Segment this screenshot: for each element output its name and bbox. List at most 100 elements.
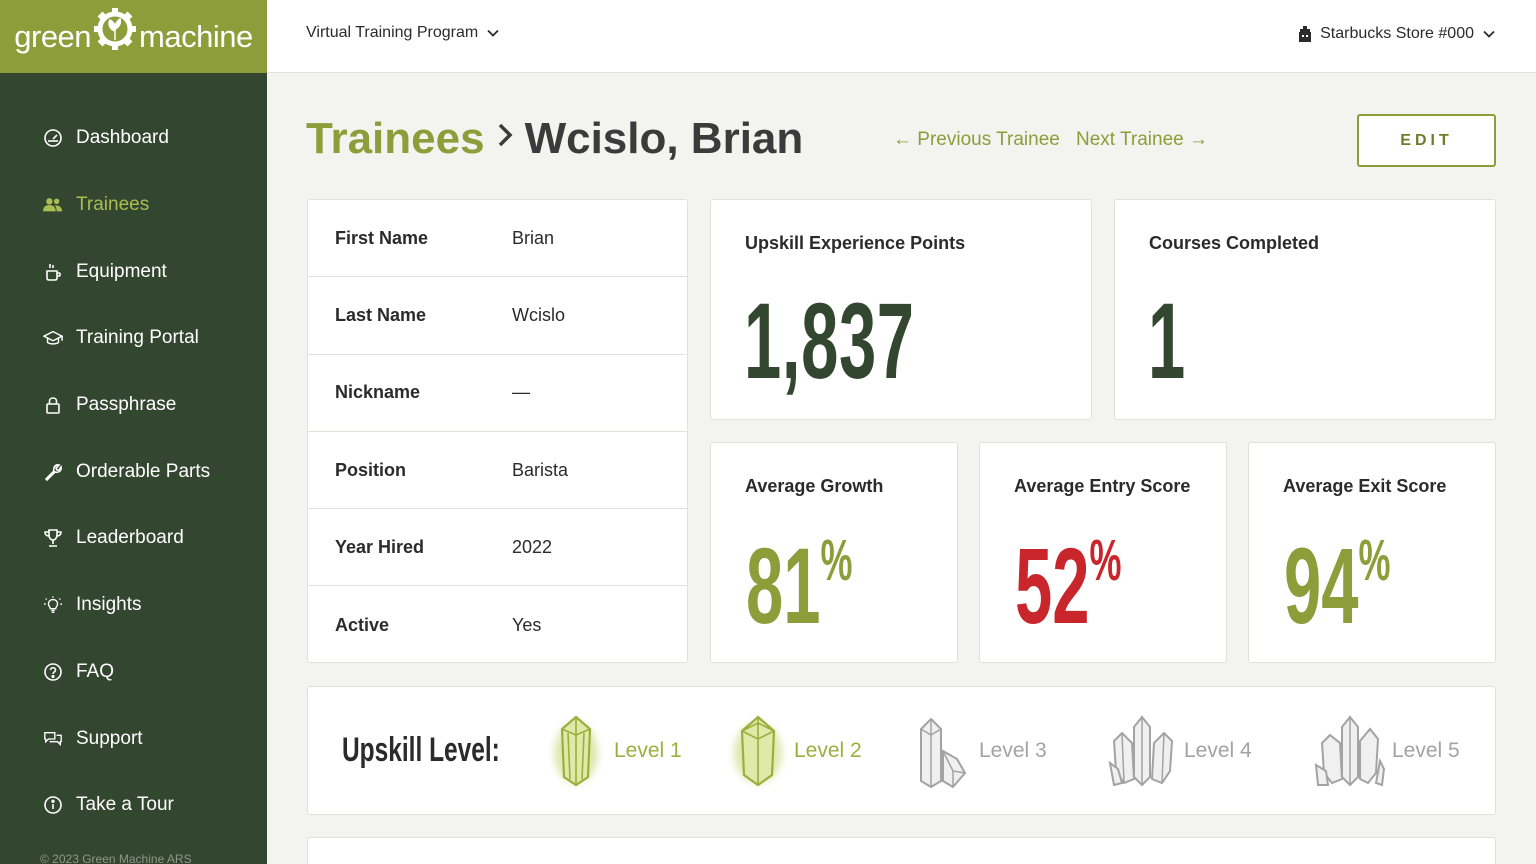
coffee-machine-icon: [40, 261, 66, 283]
sidebar-item-label: Support: [76, 727, 143, 749]
level-1-badge[interactable]: Level 1: [548, 707, 682, 795]
chevron-down-icon: [1483, 30, 1495, 38]
card-title: Upskill Experience Points: [745, 233, 966, 253]
lock-icon: [40, 394, 66, 416]
sidebar-item-equipment[interactable]: Equipment: [0, 238, 267, 305]
trophy-icon: [40, 527, 66, 549]
level-label: Level 3: [979, 739, 1047, 762]
gear-leaf-icon: [93, 7, 137, 51]
info-row-last-name: Last Name Wcislo: [308, 277, 687, 355]
percent-number: 81: [746, 525, 821, 646]
level-3-badge[interactable]: Level 3: [913, 707, 1047, 795]
chevron-down-icon: [487, 29, 499, 37]
edit-button[interactable]: EDIT: [1357, 114, 1496, 167]
info-icon: [40, 794, 66, 816]
card-title: Average Exit Score: [1283, 476, 1447, 496]
sidebar-item-label: Take a Tour: [76, 794, 174, 816]
average-entry-score-card: Average Entry Score 52%: [979, 442, 1227, 663]
sidebar-item-label: FAQ: [76, 660, 115, 682]
sidebar-item-passphrase[interactable]: Passphrase: [0, 372, 267, 439]
sidebar-nav: Dashboard Trainees Equipment Training Po…: [0, 105, 267, 839]
info-value: Wcislo: [512, 304, 565, 325]
card-title: Average Entry Score: [1014, 476, 1191, 496]
store-label: Starbucks Store #000: [1320, 25, 1474, 42]
info-row-position: Position Barista: [308, 432, 687, 510]
level-2-badge[interactable]: Level 2: [728, 707, 862, 795]
info-label: Last Name: [335, 304, 427, 325]
card-title: Courses Completed: [1149, 233, 1320, 253]
chat-icon: [40, 728, 66, 750]
sidebar-item-orderable-parts[interactable]: Orderable Parts: [0, 438, 267, 505]
average-exit-score-card: Average Exit Score 94%: [1248, 442, 1496, 663]
next-trainee-link[interactable]: Next Trainee →: [1076, 129, 1208, 150]
breadcrumb: Trainees Wcislo, Brian: [306, 114, 803, 164]
page-title: Wcislo, Brian: [524, 114, 804, 163]
sidebar-item-dashboard[interactable]: Dashboard: [0, 105, 267, 172]
sidebar-item-label: Training Portal: [76, 327, 199, 349]
dashboard-icon: [40, 127, 66, 149]
store-selector[interactable]: Starbucks Store #000: [1297, 25, 1496, 43]
info-label: First Name: [335, 227, 429, 248]
average-exit-score-value: 94%: [1284, 523, 1390, 648]
sidebar-item-leaderboard[interactable]: Leaderboard: [0, 505, 267, 572]
info-value: Brian: [512, 227, 555, 248]
percent-number: 52: [1015, 525, 1090, 646]
upskill-level-title: Upskill Level:: [342, 731, 500, 769]
sidebar-item-take-a-tour[interactable]: Take a Tour: [0, 772, 267, 839]
sidebar-item-label: Trainees: [76, 194, 150, 216]
crystal-icon: [1108, 715, 1174, 787]
info-label: Active: [335, 614, 390, 635]
crystal-icon: [1314, 715, 1386, 787]
crystal-icon: [554, 715, 598, 787]
logo[interactable]: green machine: [0, 0, 267, 73]
chevron-right-icon: [497, 122, 513, 156]
average-growth-card: Average Growth 81%: [710, 442, 958, 663]
level-4-badge[interactable]: Level 4: [1108, 707, 1252, 795]
users-icon: [40, 194, 66, 216]
question-icon: [40, 661, 66, 683]
copyright: © 2023 Green Machine ARS: [40, 852, 192, 864]
info-label: Year Hired: [335, 536, 425, 557]
percent-sign: %: [1358, 528, 1391, 593]
sidebar-item-support[interactable]: Support: [0, 705, 267, 772]
average-growth-value: 81%: [746, 523, 852, 648]
info-value: Barista: [512, 459, 569, 480]
sidebar-item-training-portal[interactable]: Training Portal: [0, 305, 267, 372]
logo-text-left: green: [14, 18, 92, 54]
upskill-level-bar: Upskill Level: Level 1 Level 2 Level 3: [307, 686, 1496, 815]
average-entry-score-value: 52%: [1015, 523, 1121, 648]
info-row-year-hired: Year Hired 2022: [308, 509, 687, 587]
sidebar-item-label: Equipment: [76, 260, 167, 282]
wrench-icon: [40, 461, 66, 483]
level-label: Level 5: [1392, 739, 1460, 762]
logo-text-right: machine: [139, 18, 253, 54]
level-label: Level 4: [1184, 739, 1252, 762]
info-label: Nickname: [335, 382, 421, 403]
previous-trainee-link[interactable]: ← Previous Trainee: [893, 129, 1060, 150]
level-5-badge[interactable]: Level 5: [1314, 707, 1460, 795]
level-label: Level 2: [794, 739, 862, 762]
next-section-card: [307, 837, 1496, 864]
sidebar: green machine Dashboard: [0, 0, 267, 864]
graduation-cap-icon: [40, 327, 66, 349]
info-row-active: Active Yes: [308, 586, 687, 663]
info-value: Yes: [512, 614, 542, 635]
sidebar-item-trainees[interactable]: Trainees: [0, 172, 267, 239]
store-icon: [1299, 26, 1312, 42]
sidebar-item-label: Insights: [76, 594, 142, 616]
sidebar-item-insights[interactable]: Insights: [0, 572, 267, 639]
sidebar-item-label: Orderable Parts: [76, 460, 211, 482]
topbar: Virtual Training Program Starbucks Store…: [267, 0, 1536, 73]
program-selector[interactable]: Virtual Training Program: [306, 24, 500, 42]
info-row-nickname: Nickname —: [308, 355, 687, 432]
trainee-info-table: First Name Brian Last Name Wcislo Nickna…: [307, 199, 688, 663]
breadcrumb-trainees-link[interactable]: Trainees: [306, 114, 485, 163]
courses-card: Courses Completed 1: [1114, 199, 1496, 420]
info-label: Position: [335, 459, 406, 480]
sidebar-item-label: Leaderboard: [76, 527, 184, 549]
courses-value: 1: [1148, 280, 1186, 401]
xp-value: 1,837: [744, 280, 915, 401]
sidebar-item-faq[interactable]: FAQ: [0, 639, 267, 706]
info-value: 2022: [512, 536, 553, 557]
card-title: Average Growth: [745, 476, 884, 496]
